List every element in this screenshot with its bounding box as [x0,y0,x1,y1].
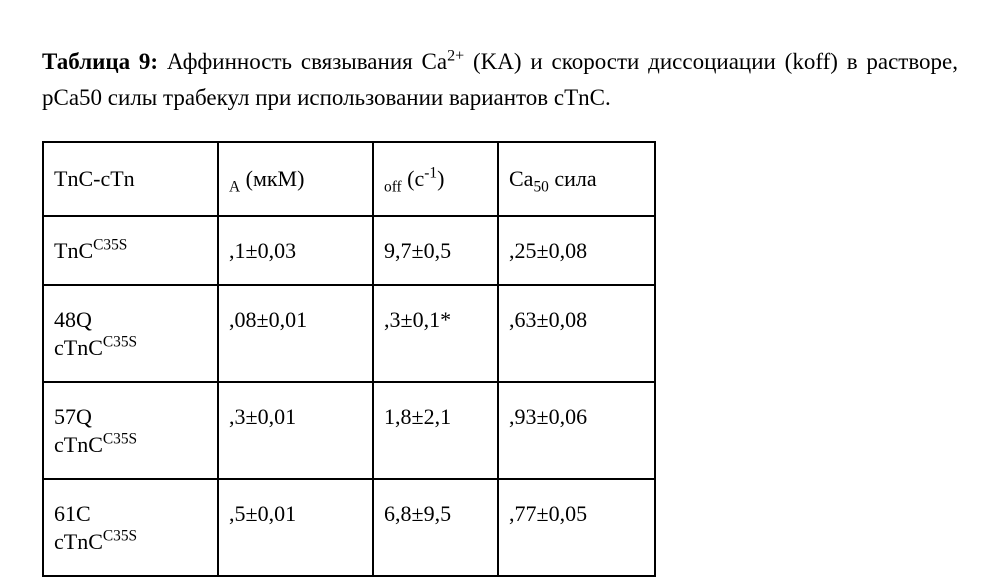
variant-main: TnC [54,238,93,263]
cell-ka: ,1±0,03 [218,216,373,286]
variant-sup: C35S [103,333,137,350]
variant-prefix: 61C [54,501,91,526]
col-header-koff: off (c-1) [373,142,498,216]
cell-koff: 6,8±9,5 [373,479,498,576]
cell-ca50: ,93±0,06 [498,382,655,479]
table-row: 48Q cTnCC35S ,08±0,01 ,3±0,1* ,63±0,08 [43,285,655,382]
data-table: TnC-cTn A (мкМ) off (c-1) Ca50 сила TnCC… [42,141,656,577]
caption-text-1: Аффинность связывания Ca [158,49,447,74]
ka-value: ,1±0,03 [219,217,372,285]
table-row: TnCC35S ,1±0,03 9,7±0,5 ,25±0,08 [43,216,655,286]
koff-value: 6,8±9,5 [374,480,497,548]
ka-value: ,08±0,01 [219,286,372,354]
koff-value: ,3±0,1* [374,286,497,354]
cell-ca50: ,63±0,08 [498,285,655,382]
ca50-post: сила [549,166,597,191]
cell-ka: ,08±0,01 [218,285,373,382]
ca50-pre: Ca [509,166,533,191]
variant-sup: C35S [93,236,127,253]
koff-sub: off [384,179,402,196]
ca-charge-sup: 2+ [447,47,464,64]
cell-koff: ,3±0,1* [373,285,498,382]
cell-variant: 61C cTnCC35S [43,479,218,576]
cell-ka: ,5±0,01 [218,479,373,576]
cell-variant: 57Q cTnCC35S [43,382,218,479]
caption-label: Таблица 9: [42,49,158,74]
table-row: 61C cTnCC35S ,5±0,01 6,8±9,5 ,77±0,05 [43,479,655,576]
koff-value: 1,8±2,1 [374,383,497,451]
variant-sup: C35S [103,527,137,544]
table-header-row: TnC-cTn A (мкМ) off (c-1) Ca50 сила [43,142,655,216]
variant-main: cTnC [54,432,103,457]
koff-sup: -1 [424,165,437,182]
variant-prefix: 57Q [54,404,92,429]
koff-unit-pre: (c [402,166,425,191]
cell-koff: 1,8±2,1 [373,382,498,479]
cell-variant: TnCC35S [43,216,218,286]
variant-main: cTnC [54,529,103,554]
ca50-sub: 50 [533,179,548,196]
ca50-value: ,63±0,08 [499,286,654,354]
variant-main: cTnC [54,335,103,360]
document-page: Таблица 9: Аффинность связывания Ca2+ (K… [0,0,1000,588]
cell-ca50: ,25±0,08 [498,216,655,286]
col-header-ka: A (мкМ) [218,142,373,216]
ca50-value: ,25±0,08 [499,217,654,285]
col-header-variant-text: TnC-cTn [54,166,135,191]
col-header-ca50: Ca50 сила [498,142,655,216]
table-row: 57Q cTnCC35S ,3±0,01 1,8±2,1 ,93±0,06 [43,382,655,479]
koff-unit-post: ) [437,166,444,191]
cell-koff: 9,7±0,5 [373,216,498,286]
ca50-value: ,93±0,06 [499,383,654,451]
ka-value: ,3±0,01 [219,383,372,451]
koff-value: 9,7±0,5 [374,217,497,285]
col-header-variant: TnC-cTn [43,142,218,216]
cell-ka: ,3±0,01 [218,382,373,479]
ka-value: ,5±0,01 [219,480,372,548]
ka-unit: (мкМ) [240,166,304,191]
table-caption: Таблица 9: Аффинность связывания Ca2+ (K… [42,44,958,115]
variant-sup: C35S [103,430,137,447]
ca50-value: ,77±0,05 [499,480,654,548]
variant-prefix: 48Q [54,307,92,332]
cell-ca50: ,77±0,05 [498,479,655,576]
cell-variant: 48Q cTnCC35S [43,285,218,382]
ka-sub: A [229,179,240,196]
